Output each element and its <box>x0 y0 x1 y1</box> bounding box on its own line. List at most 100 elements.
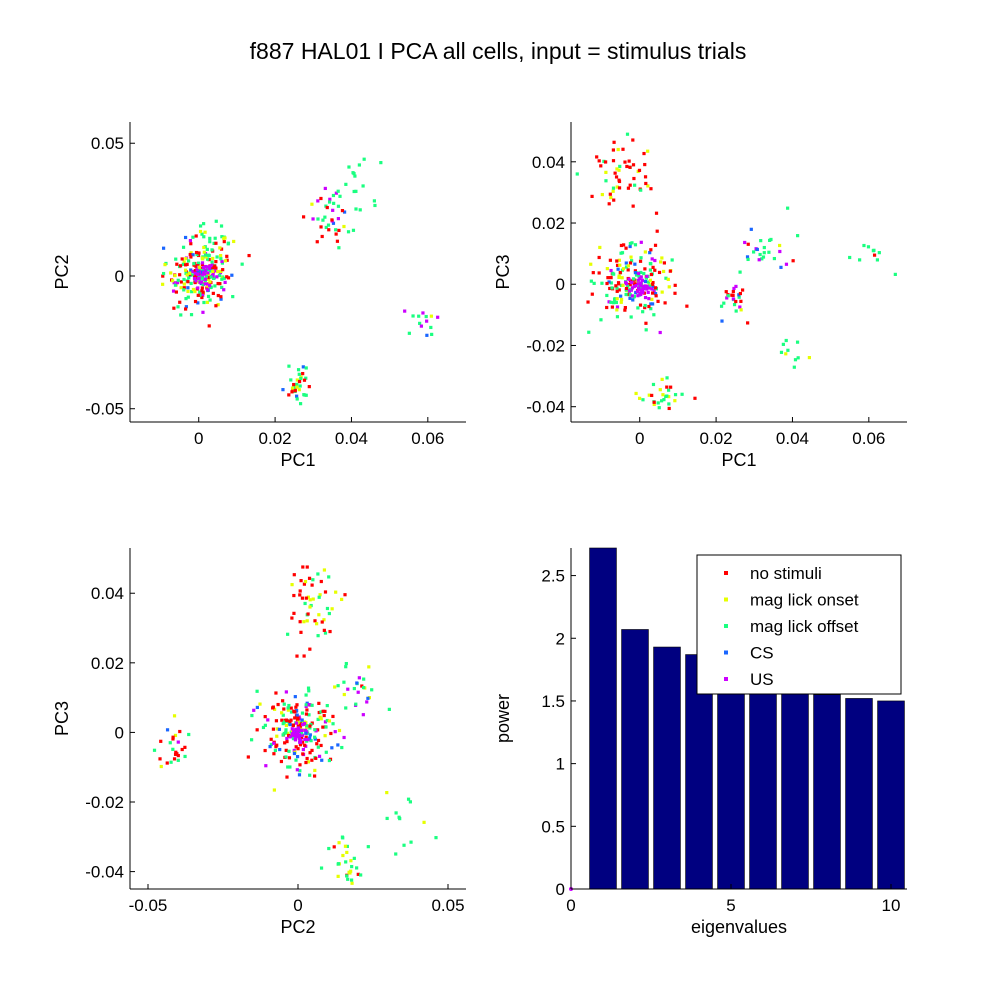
data-point <box>660 377 664 381</box>
data-point <box>617 186 622 190</box>
data-point <box>330 218 334 222</box>
data-point <box>183 754 187 759</box>
data-point <box>295 713 299 717</box>
data-point <box>615 305 620 309</box>
data-point <box>685 304 689 308</box>
data-point <box>189 268 193 272</box>
data-point <box>288 722 292 727</box>
data-point <box>336 874 340 878</box>
data-point <box>302 620 306 624</box>
data-point <box>315 742 319 746</box>
data-point <box>308 647 312 651</box>
data-point <box>216 303 220 307</box>
data-point <box>606 276 610 280</box>
data-point <box>317 701 321 705</box>
data-point <box>618 263 622 267</box>
data-point <box>305 565 309 569</box>
data-point <box>651 382 656 387</box>
bars <box>589 547 905 890</box>
data-point <box>317 710 321 715</box>
data-point <box>848 255 852 260</box>
data-point <box>293 716 297 720</box>
data-point <box>731 293 735 297</box>
data-point <box>352 856 356 860</box>
data-point <box>611 148 616 152</box>
data-point <box>287 756 292 760</box>
y-tick-label: 0.02 <box>532 214 565 233</box>
data-point <box>767 250 771 254</box>
data-point <box>340 597 344 602</box>
data-point <box>175 281 179 285</box>
x-axis-label: PC1 <box>721 450 756 470</box>
data-point <box>275 727 279 731</box>
data-point <box>194 250 199 255</box>
data-point <box>161 271 166 276</box>
data-point <box>872 253 877 257</box>
data-point <box>323 186 327 191</box>
data-point <box>220 235 224 239</box>
data-point <box>604 179 608 183</box>
data-point <box>333 730 337 734</box>
data-point <box>643 279 648 284</box>
data-point <box>680 392 684 396</box>
data-point <box>180 747 184 752</box>
data-point <box>627 277 631 281</box>
x-tick-label: 0.04 <box>335 429 368 448</box>
data-point <box>298 743 303 747</box>
data-point <box>306 760 311 764</box>
data-point <box>187 732 191 737</box>
data-point <box>331 208 335 212</box>
data-point <box>673 399 677 403</box>
data-point <box>304 731 308 735</box>
data-point <box>858 258 862 262</box>
data-point <box>304 712 309 716</box>
data-point <box>362 157 366 161</box>
data-point <box>312 774 317 778</box>
data-point <box>189 251 193 255</box>
data-point <box>633 262 637 266</box>
data-point <box>411 314 415 318</box>
data-point <box>272 741 276 745</box>
data-point <box>644 276 648 280</box>
data-point <box>218 282 222 286</box>
data-point <box>297 736 301 740</box>
data-point <box>325 718 329 723</box>
data-point <box>327 575 331 579</box>
data-point <box>658 388 662 392</box>
data-point <box>875 258 880 262</box>
data-point <box>605 293 609 298</box>
data-point <box>643 306 647 310</box>
x-tick-label: 0 <box>293 896 302 915</box>
data-point <box>255 689 259 693</box>
data-point <box>306 595 310 599</box>
data-point <box>193 299 198 304</box>
data-point <box>322 628 326 632</box>
data-point <box>295 397 299 401</box>
data-point <box>642 151 646 156</box>
data-point <box>340 209 345 213</box>
data-point <box>319 225 323 229</box>
data-point <box>373 203 377 208</box>
data-point <box>301 371 305 376</box>
data-point <box>194 264 199 268</box>
data-point <box>305 619 309 623</box>
data-point <box>354 189 358 193</box>
data-point <box>282 707 286 711</box>
data-point <box>784 262 789 266</box>
data-point <box>316 199 320 203</box>
data-point <box>191 235 195 239</box>
data-point <box>286 765 290 769</box>
data-point <box>316 217 320 221</box>
data-point <box>324 750 328 754</box>
data-point <box>611 271 615 275</box>
data-point <box>621 283 625 287</box>
x-axis-label: PC2 <box>280 917 315 937</box>
data-point <box>302 721 307 726</box>
data-point <box>263 748 267 753</box>
data-point <box>344 860 348 864</box>
legend-box <box>696 554 902 695</box>
data-point <box>609 300 613 304</box>
data-point <box>430 332 434 337</box>
data-point <box>662 398 666 402</box>
data-point <box>219 295 223 299</box>
